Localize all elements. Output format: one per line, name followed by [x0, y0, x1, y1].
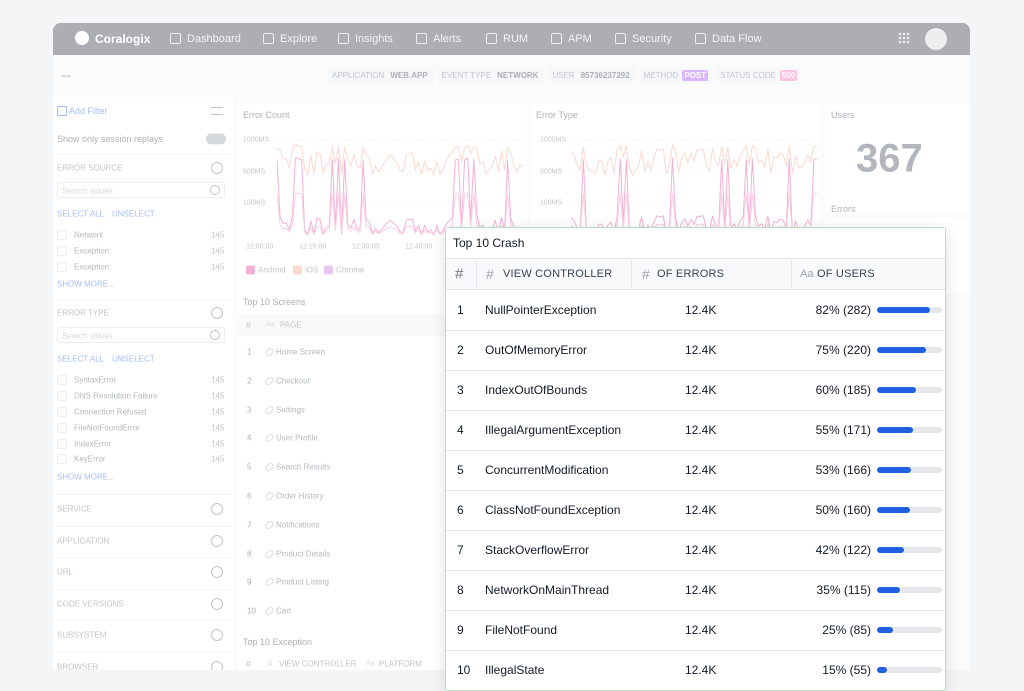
modal-title: Top 10 Crash: [453, 236, 525, 250]
col-label: #: [455, 265, 464, 283]
bar-track: [877, 667, 942, 673]
header-row: [446, 258, 945, 290]
row-name[interactable]: ConcurrentModification: [485, 463, 609, 477]
row-users: 55% (171): [815, 423, 871, 437]
row-errors: 12.4K: [685, 463, 717, 477]
row-users: 53% (166): [815, 463, 871, 477]
row-divider: [446, 370, 945, 371]
row-rank: 9: [457, 623, 464, 637]
row-divider: [446, 610, 945, 611]
row-divider: [446, 530, 945, 531]
row-users: 50% (160): [815, 503, 871, 517]
col-icon: #: [486, 266, 494, 282]
row-name[interactable]: NullPointerException: [485, 303, 597, 317]
crash-modal: Top 10 Crash # # VIEW CONTROLLER # OF ERRORS A…: [445, 227, 946, 691]
row-rank: 2: [457, 343, 464, 357]
col-divider: [791, 258, 792, 290]
share-bar: [877, 467, 912, 473]
row-errors: 12.4K: [685, 663, 717, 677]
row-rank: 5: [457, 463, 464, 477]
bar-track: [877, 587, 942, 593]
share-bar: [877, 587, 900, 593]
row-errors: 12.4K: [685, 303, 717, 317]
share-bar: [877, 627, 894, 633]
row-users: 15% (55): [822, 663, 871, 677]
share-bar: [877, 307, 931, 313]
row-rank: 1: [457, 303, 464, 317]
row-errors: 12.4K: [685, 503, 717, 517]
row-name[interactable]: OutOfMemoryError: [485, 343, 588, 357]
row-users: 42% (122): [815, 543, 871, 557]
row-rank: 8: [457, 583, 464, 597]
row-errors: 12.4K: [685, 623, 717, 637]
row-rank: 10: [457, 663, 471, 677]
row-divider: [446, 330, 945, 331]
row-errors: 12.4K: [685, 343, 717, 357]
row-errors: 12.4K: [685, 543, 717, 557]
col-label: OF ERRORS: [657, 268, 725, 280]
row-users: 35% (115): [816, 583, 871, 597]
row-name[interactable]: IllegalArgumentException: [485, 423, 622, 437]
share-bar: [877, 547, 905, 553]
bar-track: [877, 547, 942, 553]
row-rank: 7: [457, 543, 464, 557]
row-users: 82% (282): [815, 303, 871, 317]
share-bar: [877, 347, 926, 353]
col-icon: #: [642, 266, 650, 282]
row-errors: 12.4K: [685, 423, 717, 437]
row-name[interactable]: NetworkOnMainThread: [485, 583, 610, 597]
bar-track: [877, 627, 942, 633]
row-divider: [446, 650, 945, 651]
row-name[interactable]: StackOverflowError: [485, 543, 590, 557]
bar-track: [877, 507, 942, 513]
share-bar: [877, 667, 887, 673]
row-divider: [446, 570, 945, 571]
share-bar: [877, 387, 916, 393]
col-divider: [476, 258, 477, 290]
row-name[interactable]: ClassNotFoundException: [485, 503, 621, 517]
col-icon: Aa: [800, 268, 814, 280]
row-divider: [446, 450, 945, 451]
col-label: OF USERS: [817, 268, 875, 280]
share-bar: [877, 507, 910, 513]
row-name[interactable]: IllegalState: [485, 663, 545, 677]
col-divider: [631, 258, 632, 290]
row-rank: 6: [457, 503, 464, 517]
row-errors: 12.4K: [685, 383, 717, 397]
row-rank: 3: [457, 383, 464, 397]
row-errors: 12.4K: [685, 583, 717, 597]
share-bar: [877, 427, 913, 433]
row-users: 25% (85): [822, 623, 871, 637]
row-users: 60% (185): [815, 383, 871, 397]
row-rank: 4: [457, 423, 464, 437]
row-users: 75% (220): [815, 343, 871, 357]
row-name[interactable]: FileNotFound: [485, 623, 558, 637]
col-label: VIEW CONTROLLER: [503, 268, 613, 280]
row-name[interactable]: IndexOutOfBounds: [485, 383, 588, 397]
row-divider: [446, 410, 945, 411]
row-divider: [446, 490, 945, 491]
